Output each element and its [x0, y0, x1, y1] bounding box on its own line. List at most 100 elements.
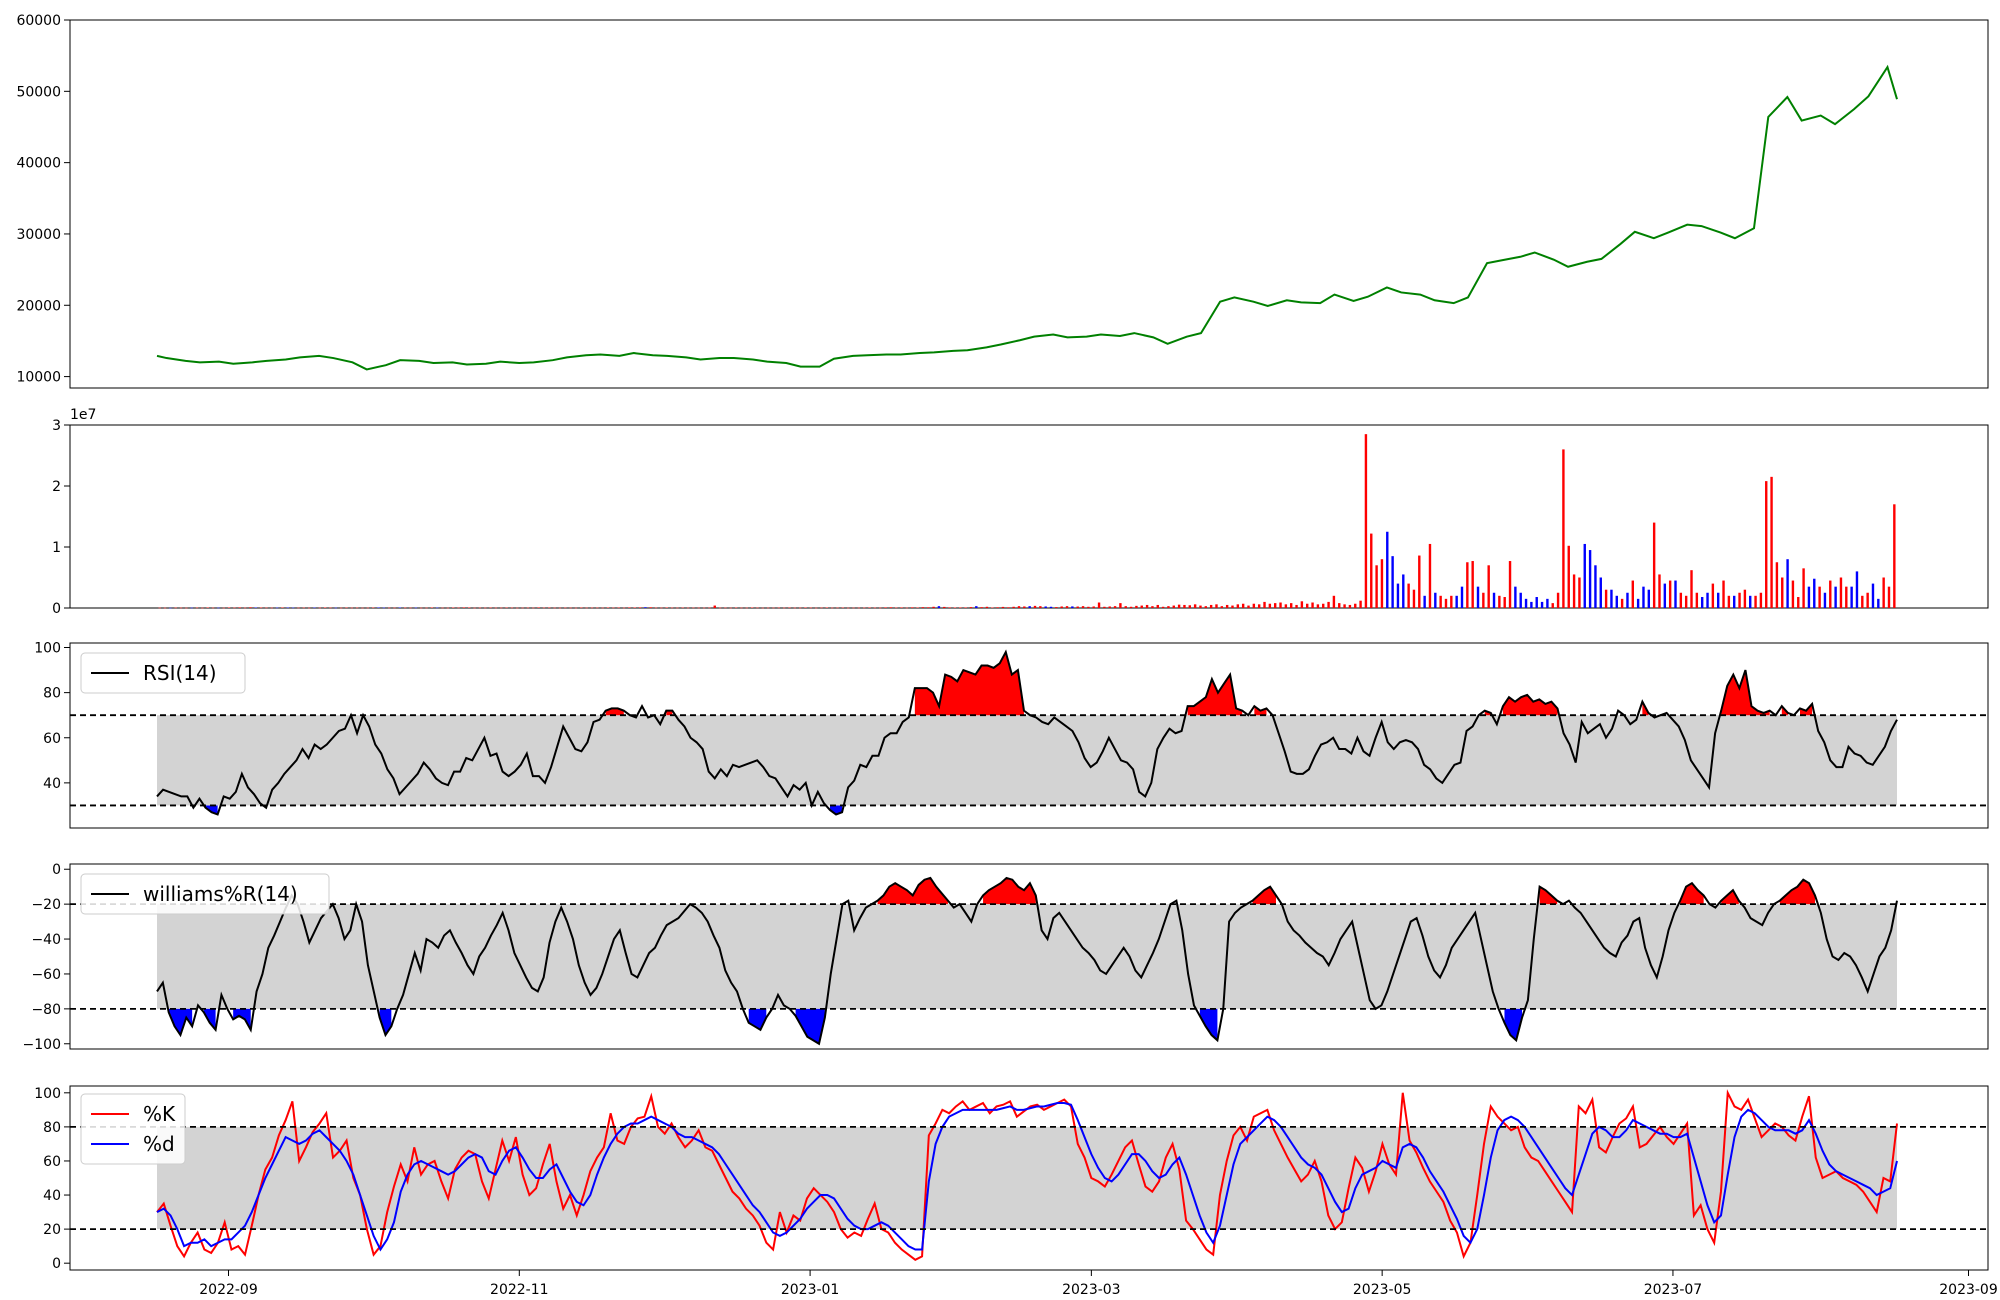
volume-bar [329, 607, 332, 609]
x-tick-label: 2023-01 [781, 1282, 840, 1298]
volume-bar [1460, 586, 1464, 608]
overbought-fill [1779, 879, 1815, 905]
volume-bar [532, 607, 535, 609]
volume-bar [1156, 604, 1159, 608]
volume-bar [291, 607, 295, 609]
volume-bar [1540, 601, 1544, 608]
volume-bar [1567, 545, 1570, 608]
volume-bar [1103, 606, 1106, 608]
volume-bar [1551, 603, 1554, 608]
volume-bar [932, 606, 935, 608]
volume-bar [916, 607, 919, 609]
rsi-ytick-label: 80 [43, 686, 61, 702]
volume-bar [697, 607, 700, 609]
volume-bar [884, 607, 887, 608]
stochastic-legend-box [80, 1093, 186, 1165]
volume-bar [1813, 578, 1816, 608]
williams-ytick-label: −80 [31, 1002, 61, 1018]
volume-bar [1791, 580, 1795, 608]
volume-bar [649, 607, 652, 608]
volume-bar [580, 607, 583, 609]
williams-line [156, 876, 1898, 1046]
volume-bar [1647, 589, 1651, 608]
volume-bar [1087, 606, 1090, 608]
volume-bar [1754, 595, 1757, 608]
volume-bar [355, 607, 359, 609]
volume-bar [1578, 577, 1581, 608]
volume-bar [895, 607, 898, 609]
stochastic-ytick-label: 60 [43, 1154, 61, 1170]
volume-bar [1562, 449, 1565, 608]
volume-bar [713, 605, 716, 608]
volume-bar [644, 607, 647, 608]
volume-bar [430, 607, 434, 609]
volume-bar [1700, 597, 1704, 608]
volume-bar [750, 607, 754, 609]
volume-bar [462, 607, 466, 608]
volume-bar [927, 607, 930, 608]
volume-bar [846, 607, 850, 609]
volume-bar [526, 607, 530, 609]
volume-bar [814, 607, 818, 609]
volume-ytick-label: 3 [52, 418, 61, 434]
volume-bar [505, 607, 508, 609]
volume-bar [1642, 586, 1645, 608]
volume-bar [724, 607, 727, 609]
volume-bar [766, 607, 770, 609]
volume-bar [548, 607, 551, 609]
volume-bar [761, 607, 764, 609]
volume-bar [782, 607, 786, 609]
volume-bar [1097, 602, 1101, 608]
volume-bar [991, 607, 994, 609]
volume-bar [457, 607, 460, 609]
volume-bar [1124, 606, 1127, 608]
volume-bar [409, 607, 412, 609]
volume-bar [1375, 565, 1378, 608]
volume-bar [1818, 586, 1821, 608]
volume-bar [1044, 606, 1047, 608]
volume-bar [1071, 606, 1074, 608]
volume-bar [665, 607, 668, 609]
volume-bar [1311, 602, 1314, 608]
overbought-fill [1252, 886, 1276, 905]
volume-bar [1322, 603, 1325, 608]
volume-bar [516, 607, 519, 609]
volume-bar [275, 607, 279, 609]
williams-legend-box [80, 873, 330, 915]
volume-bar [1652, 522, 1656, 608]
volume-bar [948, 607, 951, 608]
volume-bar [1738, 592, 1741, 608]
volume-bar [569, 607, 572, 609]
volume-bar [676, 607, 679, 609]
williams-ytick-label: −40 [31, 932, 61, 948]
volume-bar [1183, 604, 1186, 608]
volume-bar [1615, 595, 1618, 608]
volume-bar [1572, 574, 1576, 608]
volume-bar [542, 607, 546, 609]
volume-bar [163, 607, 167, 609]
volume-bar [633, 607, 636, 609]
volume-bar [980, 607, 983, 608]
volume-bar [233, 607, 236, 609]
overbought-fill [877, 877, 948, 905]
stochastic-ytick-label: 40 [43, 1188, 61, 1204]
volume-bar [1065, 606, 1069, 608]
overbought-fill [1721, 670, 1770, 716]
volume-bar [1396, 583, 1400, 608]
volume-bar [1850, 586, 1853, 608]
williams-neutral-band [157, 904, 1897, 1009]
volume-bar [478, 607, 482, 609]
volume-bar [1177, 604, 1181, 608]
volume-bar [975, 606, 978, 608]
volume-bar [206, 607, 209, 609]
volume-bar [841, 607, 845, 609]
volume-bar [387, 607, 391, 609]
volume-bar [879, 607, 882, 609]
volume-bar [1055, 607, 1058, 608]
volume-bar [1594, 565, 1597, 608]
volume-bar [1690, 570, 1693, 608]
volume-bar [1039, 606, 1042, 608]
volume-bar [468, 607, 471, 609]
stochastic-panel-frame [69, 1085, 1989, 1271]
volume-bar [371, 607, 375, 609]
